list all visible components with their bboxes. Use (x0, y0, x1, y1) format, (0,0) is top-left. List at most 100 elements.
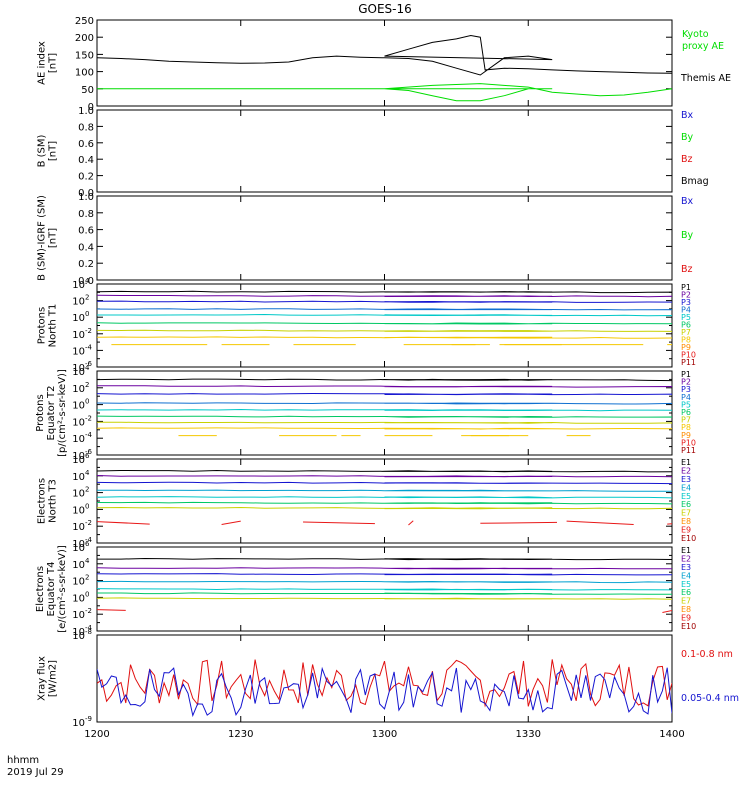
channel-line-p5 (97, 408, 672, 412)
channel-line-e4 (97, 489, 672, 492)
channel-line-p7 (97, 421, 672, 424)
y-tick-label: 0.2 (78, 259, 94, 270)
y-tick-label: 10 (72, 363, 85, 374)
channel-line-p2 (97, 294, 672, 298)
legend-bx: Bx (681, 196, 694, 207)
legend-p9: P9 (681, 431, 691, 440)
y-tick-exponent: -4 (85, 624, 93, 632)
figure-title: GOES-16 (358, 2, 412, 16)
legend-e7: E7 (681, 597, 691, 606)
legend-p8: P8 (681, 336, 691, 345)
legend-e4: E4 (681, 571, 691, 580)
legend-p4: P4 (681, 393, 691, 402)
y-axis-label: [nT] (48, 141, 59, 161)
y-tick-exponent: 0 (85, 310, 89, 318)
y-tick-label: 0 (88, 102, 94, 113)
y-axis-label: Protons (35, 394, 46, 431)
y-tick-exponent: -6 (85, 360, 93, 368)
legend-e6: E6 (681, 500, 691, 509)
legend-bz: Bz (681, 154, 693, 165)
legend-p5: P5 (681, 400, 691, 409)
legend-p3: P3 (681, 298, 691, 307)
legend-proxy-ae: proxy AE (682, 41, 724, 52)
y-tick-label: 1.0 (78, 106, 94, 117)
legend-e4: E4 (681, 483, 691, 492)
channel-segment (97, 609, 126, 611)
legend-e10: E10 (681, 622, 696, 631)
channel-line-e6 (97, 592, 672, 595)
channel-line-e3 (97, 481, 672, 485)
y-tick-label: 0.2 (78, 172, 94, 183)
channel-line-p6 (97, 415, 672, 418)
y-tick-exponent: 6 (85, 452, 90, 460)
y-tick-exponent: 0 (85, 398, 89, 406)
y-tick-exponent: -6 (85, 448, 93, 456)
y-axis-label: Electrons (37, 478, 48, 524)
legend-e2: E2 (681, 466, 691, 475)
y-tick-label: 10 (72, 313, 85, 324)
legend-e8: E8 (681, 605, 691, 614)
y-tick-label: 10 (72, 489, 85, 500)
legend-p7: P7 (681, 416, 691, 425)
y-tick-exponent: 2 (85, 486, 89, 494)
legend-bz: Bz (681, 264, 693, 275)
legend-e7: E7 (681, 509, 691, 518)
legend-e3: E3 (681, 475, 691, 484)
channel-line-p1 (97, 290, 672, 294)
channel-line-p2 (97, 385, 672, 388)
legend-kyoto: Kyoto (682, 29, 709, 40)
y-tick-label: 250 (75, 16, 94, 27)
y-axis-label: [e/(cm²-s-sr-keV)] (57, 545, 68, 633)
channel-line-e3 (97, 573, 672, 576)
channel-segment (408, 520, 414, 526)
legend-p8: P8 (681, 423, 691, 432)
legend-themis-ae: Themis AE (680, 73, 731, 84)
y-tick-label: 10 (72, 417, 85, 428)
panel-b_sm_igrf: 0.0 0.2 0.4 0.6 0.8 1.0 B (SM)-IGRF (SM) [nT] Bx… (37, 192, 694, 287)
time-unit-label: hhmm (7, 755, 39, 766)
y-tick-label: 200 (75, 33, 94, 44)
legend-p2: P2 (681, 378, 691, 387)
y-tick-exponent: -9 (85, 715, 92, 723)
y-axis-label: Xray flux (37, 656, 48, 701)
y-tick-label: 10 (72, 280, 85, 291)
channel-line-p5 (97, 313, 672, 317)
x-tick-label: 1230 (228, 729, 253, 740)
y-axis-label: North T1 (48, 304, 59, 348)
y-tick-label: 10 (72, 384, 85, 395)
y-tick-exponent: 2 (85, 294, 89, 302)
panel-frame (96, 109, 673, 193)
y-tick-label: 10 (72, 330, 85, 341)
y-tick-label: 10 (72, 539, 85, 550)
y-axis-label: [nT] (48, 53, 59, 73)
legend-e10: E10 (681, 534, 696, 543)
date-label: 2019 Jul 29 (7, 767, 64, 778)
legend-p5: P5 (681, 313, 691, 322)
series-line-themis-ae (97, 34, 672, 76)
panel-frame (96, 370, 673, 456)
channel-segment (662, 609, 672, 614)
channel-line-e4 (97, 580, 672, 584)
legend-p11: P11 (681, 358, 696, 367)
channel-line-p1 (97, 378, 672, 382)
y-tick-label: 50 (81, 85, 94, 96)
y-axis-label: [nT] (48, 228, 59, 248)
y-axis-label: Equator T4 (46, 562, 57, 617)
y-tick-exponent: 2 (85, 381, 89, 389)
y-tick-exponent: 2 (85, 574, 89, 582)
y-tick-label: 10 (72, 367, 85, 378)
xray-series-blue (97, 666, 672, 718)
y-axis-label: B (SM)-IGRF (SM) (37, 195, 48, 281)
legend-e1: E1 (681, 546, 691, 555)
legend-p11: P11 (681, 446, 696, 455)
channel-segment (221, 520, 241, 526)
y-tick-exponent: -4 (85, 536, 93, 544)
channel-segment (566, 520, 634, 526)
channel-line-p7 (97, 329, 672, 332)
y-tick-label: 150 (75, 50, 94, 61)
y-axis-label: [W/m2] (48, 660, 59, 697)
y-tick-label: 10 (72, 543, 85, 554)
